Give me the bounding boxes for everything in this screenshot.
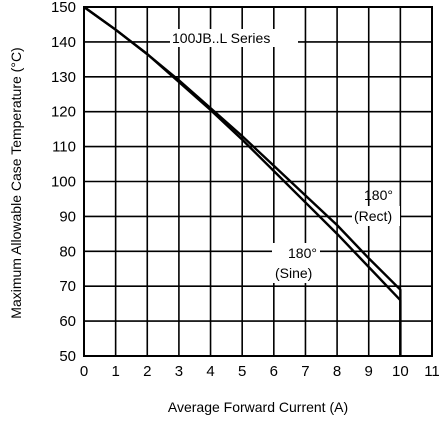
y-tick-label: 50 bbox=[59, 348, 76, 365]
y-axis-title: Maximum Allowable Case Temperature (°C) bbox=[8, 47, 24, 318]
x-tick-label: 11 bbox=[424, 363, 440, 380]
x-tick-label: 9 bbox=[365, 363, 373, 380]
annotation-sine-line2: (Sine) bbox=[275, 265, 312, 281]
y-tick-label: 120 bbox=[51, 104, 76, 121]
y-tick-label: 110 bbox=[52, 139, 76, 156]
annotation-rect-line2: (Rect) bbox=[354, 208, 392, 224]
annotation-rect-bg bbox=[352, 206, 400, 226]
x-tick-label: 5 bbox=[238, 363, 246, 380]
x-tick-label: 3 bbox=[175, 363, 183, 380]
x-tick-label: 8 bbox=[333, 363, 341, 380]
plot-frame bbox=[83, 6, 433, 357]
title-bg bbox=[170, 29, 298, 47]
y-tick-label: 60 bbox=[59, 313, 76, 330]
y-tick-label: 90 bbox=[59, 208, 76, 225]
series-lines bbox=[83, 6, 402, 356]
tick-labels: 0 1 2 3 4 5 6 7 8 9 10 11 50 60 70 80 90 100 110 120 130 140 1… bbox=[51, 0, 440, 380]
series-line-sine bbox=[83, 6, 402, 356]
x-tick-label: 1 bbox=[111, 363, 119, 380]
x-tick-label: 6 bbox=[270, 363, 278, 380]
y-tick-label: 100 bbox=[51, 174, 76, 191]
annotation-sine-bg bbox=[272, 243, 320, 283]
chart-title: 100JB..L Series bbox=[172, 30, 270, 46]
y-tick-label: 140 bbox=[51, 34, 76, 51]
x-tick-label: 4 bbox=[206, 363, 214, 380]
x-tick-label: 10 bbox=[392, 363, 409, 380]
x-tick-label: 2 bbox=[143, 363, 151, 380]
annotation-rect-line1: 180° bbox=[364, 187, 393, 203]
x-tick-label: 7 bbox=[301, 363, 309, 380]
grid bbox=[83, 6, 433, 357]
y-tick-label: 80 bbox=[59, 243, 76, 260]
y-tick-label: 130 bbox=[51, 69, 76, 86]
y-tick-label: 150 bbox=[51, 0, 76, 16]
y-tick-label: 70 bbox=[59, 278, 76, 295]
x-tick-label: 0 bbox=[80, 363, 88, 380]
x-axis-title: Average Forward Current (A) bbox=[168, 399, 348, 415]
annotation-sine-line1: 180° bbox=[288, 245, 317, 261]
